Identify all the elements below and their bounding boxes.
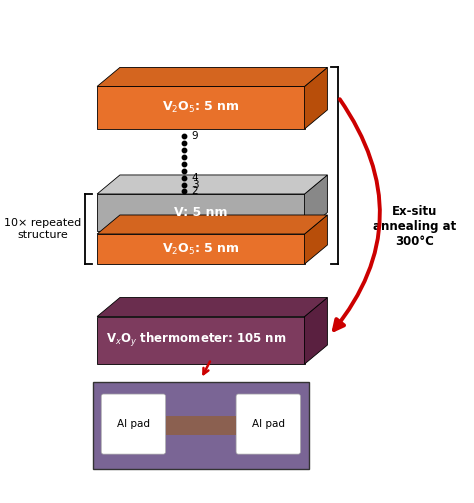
Polygon shape <box>97 297 328 316</box>
Text: 9: 9 <box>191 131 198 141</box>
Text: V: 5 nm: V: 5 nm <box>174 206 228 219</box>
Polygon shape <box>305 297 328 364</box>
Polygon shape <box>305 175 328 231</box>
FancyBboxPatch shape <box>101 394 165 454</box>
Polygon shape <box>97 175 328 194</box>
Text: V$_2$O$_5$: 5 nm: V$_2$O$_5$: 5 nm <box>162 241 240 257</box>
Text: V$_2$O$_5$: 5 nm: V$_2$O$_5$: 5 nm <box>162 100 240 115</box>
Bar <box>93 382 309 469</box>
Text: 4: 4 <box>191 173 198 183</box>
FancyBboxPatch shape <box>236 394 301 454</box>
FancyArrowPatch shape <box>334 99 380 330</box>
Polygon shape <box>305 67 328 129</box>
Text: 2: 2 <box>191 187 198 197</box>
Text: Al pad: Al pad <box>117 419 150 429</box>
Polygon shape <box>97 215 328 234</box>
Text: Al pad: Al pad <box>252 419 285 429</box>
Polygon shape <box>97 67 328 87</box>
Polygon shape <box>97 87 305 129</box>
Polygon shape <box>97 316 305 364</box>
Text: V$_x$O$_y$ thermometer: 105 nm: V$_x$O$_y$ thermometer: 105 nm <box>107 331 287 349</box>
Bar <box>165 416 236 435</box>
Polygon shape <box>305 215 328 264</box>
Polygon shape <box>97 194 305 231</box>
Polygon shape <box>97 234 305 264</box>
Text: Ex-situ
annealing at
300°C: Ex-situ annealing at 300°C <box>373 205 456 248</box>
Text: 3: 3 <box>191 180 198 190</box>
Text: 10× repeated
structure: 10× repeated structure <box>4 218 82 240</box>
